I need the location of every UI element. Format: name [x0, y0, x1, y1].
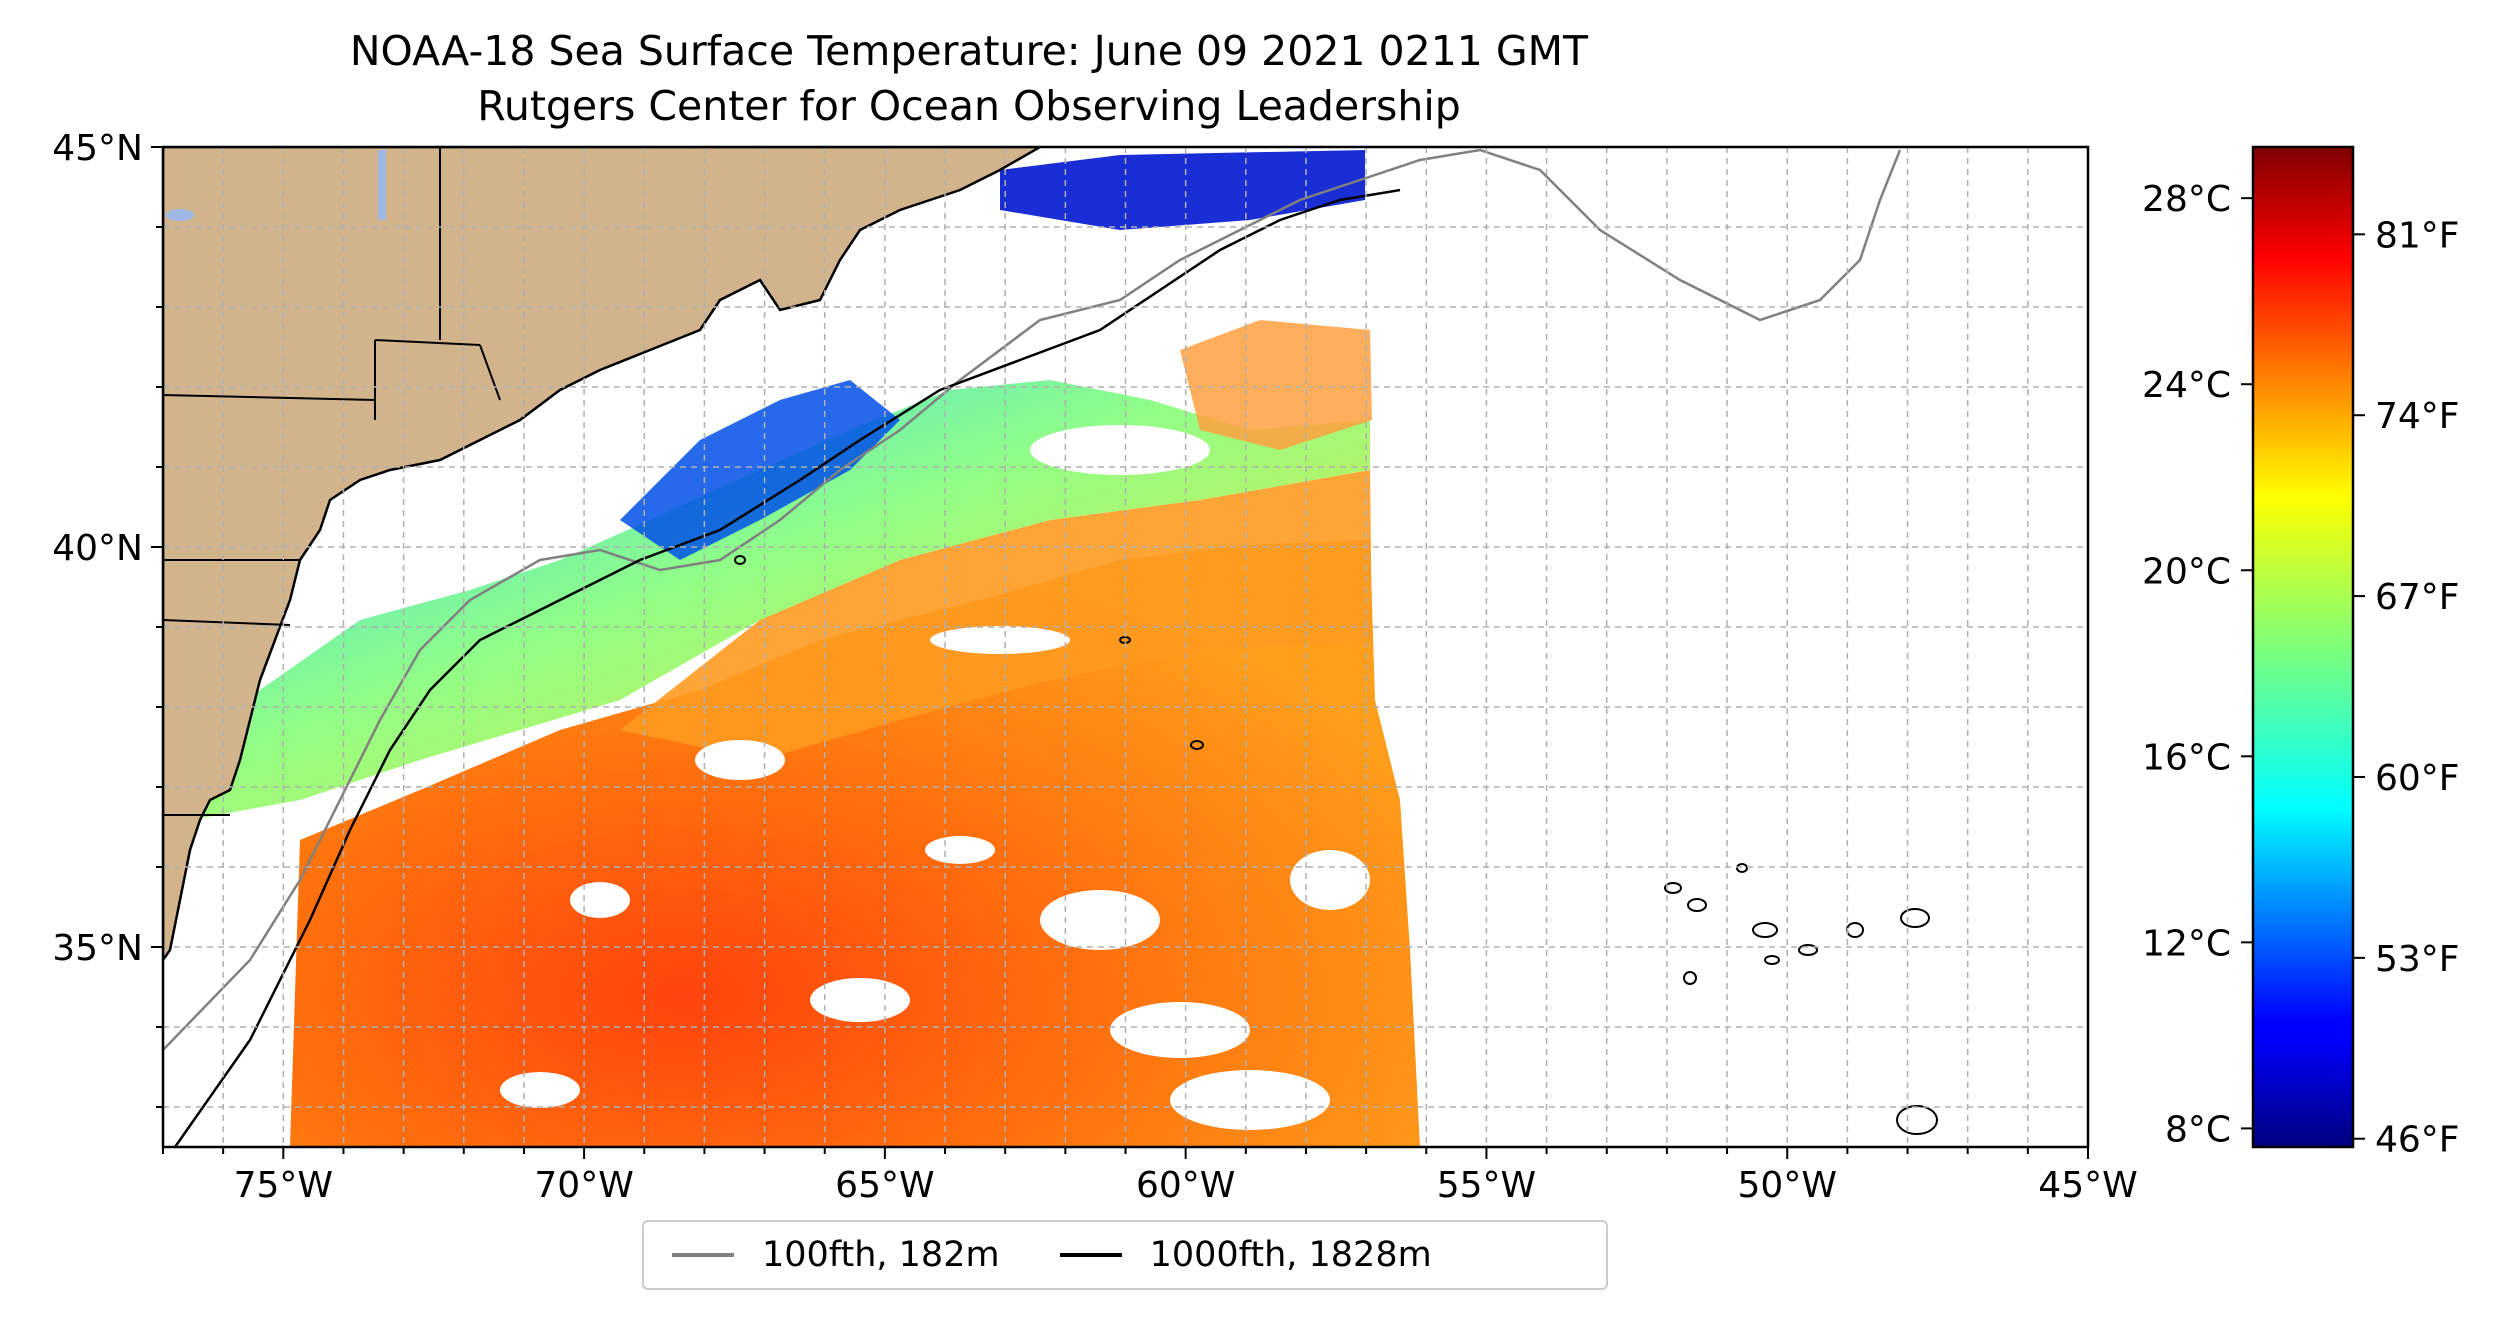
colorbar-celsius-label: 12°C — [2142, 923, 2231, 964]
x-tick-label: 60°W — [1136, 1165, 1235, 1206]
land-mass — [163, 147, 1043, 963]
y-axis-ticks: 45°N 40°N 35°N — [52, 128, 163, 1108]
x-tick-label: 50°W — [1738, 1165, 1837, 1206]
colorbar-celsius-label: 20°C — [2142, 551, 2231, 592]
state-borders — [163, 147, 501, 816]
colorbar-celsius-label: 16°C — [2142, 737, 2231, 778]
colorbar-fahrenheit-label: 67°F — [2375, 577, 2460, 618]
colorbar-fahrenheit-label: 81°F — [2375, 215, 2460, 256]
sst-cold-shelf — [620, 380, 900, 560]
cloud-gaps — [500, 425, 1370, 1130]
legend-item-100fth: 100fth, 182m — [672, 1235, 1000, 1275]
lakes — [166, 150, 386, 221]
colorbar-fahrenheit-ticks: 46°F 53°F 60°F 67°F 74°F 81°F — [2353, 215, 2460, 1161]
map-subtitle: Rutgers Center for Ocean Observing Leade… — [477, 82, 1461, 130]
map-layers — [163, 147, 1938, 1147]
x-tick-label: 65°W — [835, 1165, 934, 1206]
colorbar-fahrenheit-label: 74°F — [2375, 396, 2460, 437]
colorbar-frame — [2251, 145, 2355, 1149]
legend-swatch-1000fth — [1059, 1253, 1122, 1257]
sst-shelf-band — [180, 380, 1370, 820]
colorbar-fahrenheit-label: 46°F — [2375, 1120, 2460, 1161]
colorbar-celsius-ticks: 8°C 12°C 16°C 20°C 24°C 28°C — [2142, 179, 2253, 1150]
y-tick-label: 45°N — [52, 128, 143, 169]
isobath-1000fth — [173, 188, 1401, 1147]
colorbar-celsius-label: 8°C — [2165, 1109, 2231, 1150]
legend-swatch-100fth — [672, 1253, 734, 1257]
legend-item-1000fth: 1000fth, 1828m — [1059, 1235, 1432, 1275]
x-tick-label: 75°W — [234, 1165, 333, 1206]
colorbar-celsius-label: 24°C — [2142, 365, 2231, 406]
legend-label-1000fth: 1000fth, 1828m — [1149, 1235, 1432, 1275]
sst-upper-patch — [1180, 320, 1372, 450]
islands — [734, 555, 1938, 1135]
x-axis-ticks: 75°W 70°W 65°W 60°W 55°W 50°W 45°W — [162, 1147, 2138, 1206]
map-title: NOAA-18 Sea Surface Temperature: June 09… — [349, 27, 1589, 75]
x-tick-label: 45°W — [2038, 1165, 2137, 1206]
legend-label-100fth: 100fth, 182m — [762, 1235, 1000, 1275]
isobath-100fth — [163, 148, 1902, 1051]
colorbar-celsius-label: 28°C — [2142, 179, 2231, 220]
legend: 100fth, 182m 1000fth, 1828m — [642, 1220, 1608, 1290]
sst-swath-mid — [620, 470, 1372, 760]
sst-cold-north — [1000, 150, 1365, 230]
colorbar-fahrenheit-label: 60°F — [2375, 758, 2460, 799]
y-tick-label: 40°N — [52, 528, 143, 569]
gridlines — [163, 147, 2088, 1147]
x-tick-label: 55°W — [1437, 1165, 1536, 1206]
colorbar-gradient — [2253, 147, 2353, 1147]
x-tick-label: 70°W — [534, 1165, 633, 1206]
y-tick-label: 35°N — [52, 928, 143, 969]
colorbar-fahrenheit-label: 53°F — [2375, 939, 2460, 980]
sst-swath-warm — [290, 540, 1420, 1147]
